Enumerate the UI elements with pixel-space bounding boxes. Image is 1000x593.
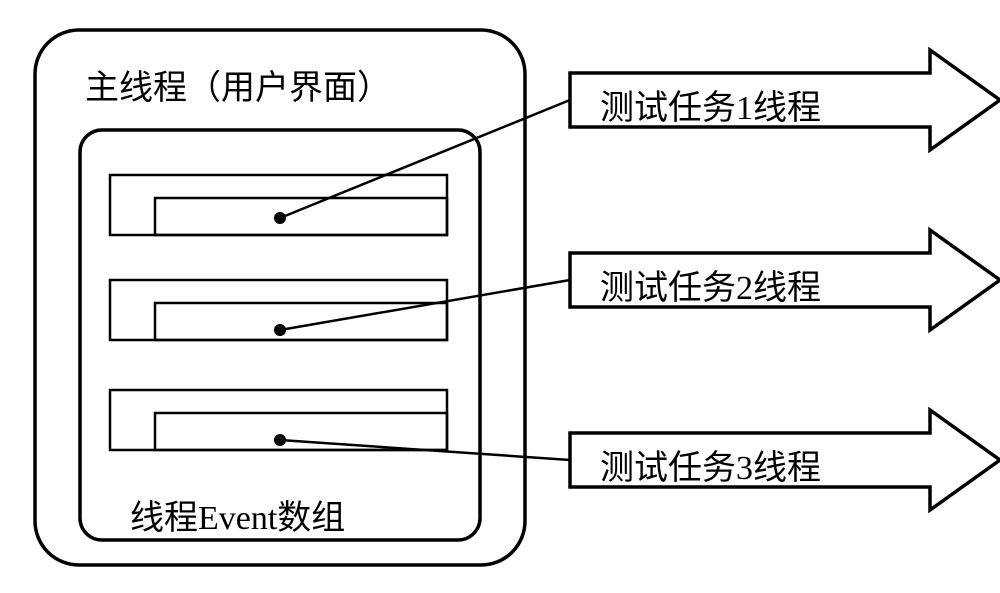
inner-panel-title: 线程Event数组: [130, 490, 345, 539]
thread-diagram: 主线程（用户界面） 线程Event数组 测试任务1线程 测试任务2线程 测试任务…: [0, 0, 1000, 593]
arrow-label-2: 测试任务2线程: [600, 260, 821, 309]
main-panel-title: 主线程（用户界面）: [85, 60, 391, 109]
arrow-label-1: 测试任务1线程: [600, 80, 821, 129]
arrow-label-3: 测试任务3线程: [600, 440, 821, 489]
